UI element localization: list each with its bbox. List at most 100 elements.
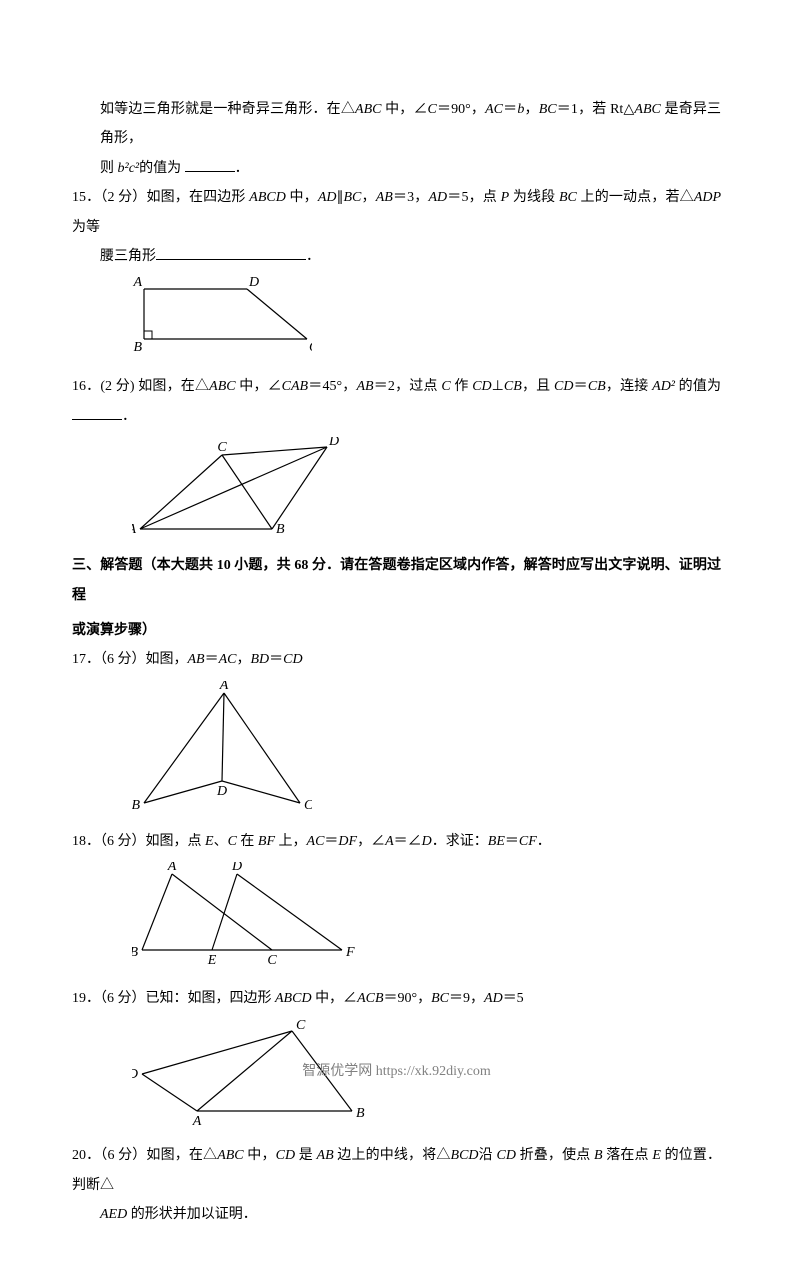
text: ，且 [522,379,554,394]
text: ＝ [573,379,587,394]
text: AB [356,379,373,394]
svg-text:B: B [356,1106,365,1121]
blank-fill [185,156,235,171]
text: ． [122,409,136,424]
text: DF [338,834,357,849]
text: CAB [282,379,308,394]
text: ＝ [505,834,519,849]
q18-figure: A D B E C F [132,862,721,978]
text: ABCD [275,991,312,1006]
text: AD [484,991,503,1006]
text: BE [488,834,505,849]
svg-text:A: A [167,862,177,874]
text: 为线段 [509,190,559,205]
svg-text:F: F [345,945,355,960]
text: CF [519,834,537,849]
text: 18．（6 分）如图，点 [72,834,205,849]
svg-text:C: C [217,440,227,455]
text: ＝1，若 Rt△ [557,102,635,117]
svg-text:C: C [309,340,312,355]
blank-fill [156,245,306,260]
text: AB [188,652,205,667]
svg-text:D: D [328,437,339,449]
svg-text:C: C [267,953,277,968]
text: ADP [694,190,721,205]
q20-line2: AED 的形状并加以证明． [72,1200,721,1229]
text: ⊥ [492,379,504,394]
text: BD [251,652,270,667]
text: AC [485,102,503,117]
section3-line2: 或演算步骤） [72,616,721,645]
text: 中，∠ [236,379,282,394]
svg-text:A: A [219,681,229,693]
svg-text:A: A [132,522,136,537]
text: BCD [451,1148,479,1163]
text: BC [559,190,577,205]
q14-line1: 如等边三角形就是一种奇异三角形．在△ABC 中，∠C＝90°，AC＝b，BC＝1… [72,95,721,154]
svg-text:B: B [132,945,138,960]
q15-line1: 15．（2 分）如图，在四边形 ABCD 中，AD∥BC，AB＝3，AD＝5，点… [72,183,721,242]
svg-text:B: B [133,340,142,355]
text: D [422,834,432,849]
svg-text:E: E [207,953,217,968]
text: ABCD [249,190,286,205]
text: 16．(2 分) 如图，在△ [72,379,209,394]
triangle-cd-figure: A B C D [132,437,342,545]
text: B [594,1148,603,1163]
text: 的值为 [675,379,721,394]
text: CD [497,1148,516,1163]
isoceles-figure: ABCD [132,681,312,821]
text: ＝2，过点 [374,379,442,394]
text: ， [237,652,251,667]
text: ． [306,249,320,264]
text: BC [431,991,449,1006]
text: ＝9， [449,991,484,1006]
svg-text:B: B [276,522,285,537]
text: CD [554,379,573,394]
text: BC [539,102,557,117]
text: ＝90°， [384,991,432,1006]
text: 落在点 [603,1148,653,1163]
text: A [385,834,394,849]
text: ACB [357,991,383,1006]
section3-line1: 三、解答题（本大题共 10 小题，共 68 分．请在答题卷指定区域内作答，解答时… [72,551,721,610]
text: ABC [634,102,660,117]
text: 19．（6 分）已知：如图，四边形 [72,991,275,1006]
text: ＝3， [393,190,429,205]
q20-line1: 20．（6 分）如图，在△ABC 中，CD 是 AB 边上的中线，将△BCD沿 … [72,1141,721,1200]
text: 中，∠ [381,102,427,117]
text: ．求证： [432,834,488,849]
text: AB [376,190,393,205]
q15-figure: ADBC [132,277,721,366]
q17-figure: ABCD [132,681,721,821]
text: CD [283,652,302,667]
text: 是 [295,1148,316,1163]
text: 的值为 [139,161,185,176]
text: ． [537,834,551,849]
text: ＝ [324,834,338,849]
svg-text:D: D [248,277,259,290]
svg-text:D: D [231,862,242,874]
text: 上的一动点，若△ [577,190,694,205]
text: ＝ [205,652,219,667]
text: ＝5，点 [447,190,500,205]
text: ＝45°， [308,379,356,394]
q15-line2: 腰三角形． [72,242,721,271]
text: ABC [355,102,381,117]
q16-figure: A B C D [132,437,721,545]
text: 折叠，使点 [516,1148,594,1163]
text: ＝∠ [394,834,422,849]
q16-line1: 16．(2 分) 如图，在△ABC 中，∠CAB＝45°，AB＝2，过点 C 作… [72,372,721,431]
blank-fill [72,404,122,419]
text: 20．（6 分）如图，在△ [72,1148,217,1163]
text: AC [307,834,325,849]
text: C [427,102,436,117]
text: 中， [286,190,318,205]
text: ， [361,190,375,205]
svg-text:C: C [296,1019,306,1033]
text: 中，∠ [312,991,358,1006]
text: 作 [451,379,473,394]
text: 则 [100,161,118,176]
text: AB [317,1148,334,1163]
text: CD [472,379,491,394]
